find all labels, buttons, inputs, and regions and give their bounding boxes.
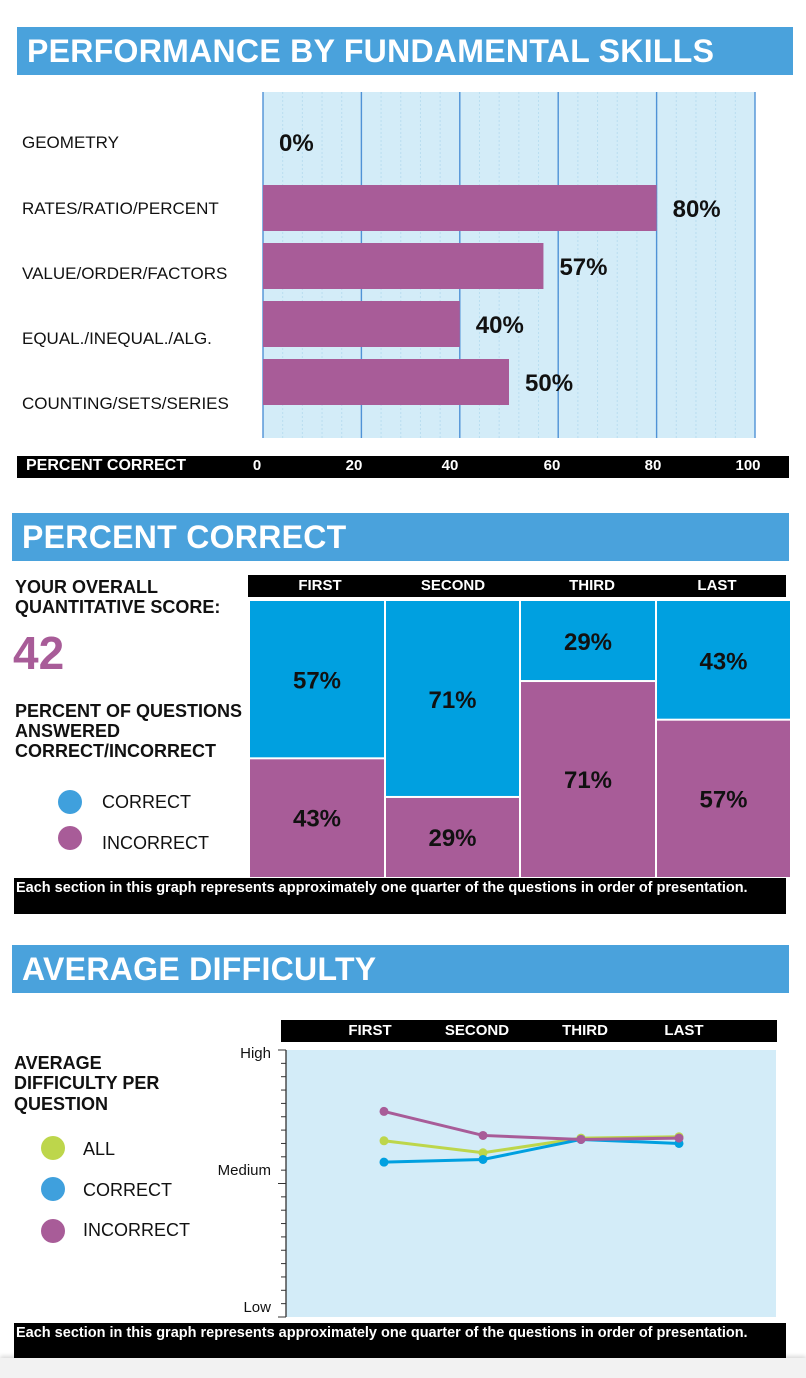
skills-axis-tick: 60 <box>543 457 561 474</box>
correct-value-label: 71% <box>428 687 476 714</box>
difficulty-point-all <box>478 1148 488 1158</box>
percent-column-header: THIRD <box>569 577 615 594</box>
correct-segment <box>657 601 790 719</box>
skill-bar <box>263 359 509 405</box>
skills-title: PERFORMANCE BY FUNDAMENTAL SKILLS <box>27 32 715 69</box>
skill-value-label: 40% <box>476 312 524 339</box>
difficulty-columns-bar <box>281 1020 777 1042</box>
legend-all-label: ALL <box>83 1139 116 1159</box>
difficulty-point-incorrect <box>674 1133 684 1143</box>
percent-column-header: FIRST <box>298 577 342 594</box>
difficulty-column-header: SECOND <box>444 1022 510 1039</box>
legend-correct-dot <box>58 790 82 814</box>
correct-value-label: 57% <box>293 668 341 695</box>
incorrect-value-label: 43% <box>293 806 341 833</box>
skill-category-label: COUNTING/SETS/SERIES <box>22 394 229 413</box>
difficulty-point-incorrect <box>576 1134 586 1144</box>
difficulty-point-all <box>379 1136 389 1146</box>
skill-category-label: RATES/RATIO/PERCENT <box>22 199 219 218</box>
skills-axis-bar <box>17 456 789 478</box>
skill-category-label: EQUAL./INEQUAL./ALG. <box>22 329 212 348</box>
skill-value-label: 80% <box>673 196 721 223</box>
legend-all-dot <box>41 1136 65 1160</box>
legend-diff-correct-label: CORRECT <box>83 1180 172 1200</box>
difficulty-point-correct <box>478 1154 488 1164</box>
correct-segment <box>521 601 655 681</box>
skill-value-label: 0% <box>279 130 314 157</box>
skill-bar <box>263 301 460 347</box>
skills-chart: 0% 80% 57% 40% 50% <box>262 92 756 438</box>
difficulty-y-tick-label: Low <box>243 1299 271 1316</box>
score-label-line1: YOUR OVERALL <box>15 577 159 597</box>
difficulty-column-header: FIRST <box>348 1022 392 1039</box>
difficulty-y-tick-label: High <box>240 1045 271 1062</box>
difficulty-column-header: THIRD <box>562 1022 608 1039</box>
percent-title: PERCENT CORRECT <box>22 518 347 555</box>
incorrect-segment <box>250 759 384 877</box>
legend-correct-label: CORRECT <box>102 792 191 812</box>
difficulty-title: AVERAGE DIFFICULTY <box>22 950 377 987</box>
page-footer-strip <box>0 1358 806 1378</box>
legend-diff-incorrect-dot <box>41 1219 65 1243</box>
skill-bar <box>263 243 544 289</box>
skills-axis-tick: 20 <box>345 457 363 474</box>
incorrect-segment <box>386 797 519 877</box>
correct-segment <box>250 601 384 758</box>
score-label-line2: QUANTITATIVE SCORE: <box>15 597 221 617</box>
difficulty-point-correct <box>379 1157 389 1167</box>
difficulty-point-incorrect <box>379 1106 389 1116</box>
difficulty-desc-line3: QUESTION <box>14 1094 109 1114</box>
difficulty-desc-line1: AVERAGE <box>14 1053 102 1073</box>
percent-desc-line3: CORRECT/INCORRECT <box>15 741 216 761</box>
skill-bar <box>263 185 657 231</box>
skills-axis-tick: 0 <box>252 457 262 474</box>
difficulty-desc-line2: DIFFICULTY PER <box>14 1073 160 1093</box>
percent-chart: 57% 43% 71% 29% 29% 71% 43% 57% <box>250 601 790 877</box>
legend-incorrect-dot <box>58 826 82 850</box>
incorrect-value-label: 57% <box>699 786 747 813</box>
percent-note: Each section in this graph represents ap… <box>14 878 786 914</box>
skill-value-label: 50% <box>525 370 573 397</box>
correct-value-label: 43% <box>699 648 747 675</box>
incorrect-segment <box>657 720 790 877</box>
percent-desc-line1: PERCENT OF QUESTIONS <box>15 701 243 721</box>
skills-header: PERFORMANCE BY FUNDAMENTAL SKILLS <box>17 27 793 75</box>
incorrect-value-label: 29% <box>428 825 476 852</box>
legend-diff-correct-dot <box>41 1177 65 1201</box>
skills-axis-tick: 100 <box>735 457 761 474</box>
difficulty-line-correct <box>383 1137 680 1164</box>
skill-category-label: VALUE/ORDER/FACTORS <box>22 264 228 283</box>
incorrect-segment <box>521 682 655 877</box>
difficulty-column-header: LAST <box>664 1022 704 1039</box>
overall-score: 42 <box>13 627 65 679</box>
correct-value-label: 29% <box>564 629 612 656</box>
legend-incorrect-label: INCORRECT <box>102 833 209 853</box>
skills-axis-title: PERCENT CORRECT <box>26 457 187 474</box>
skill-category-label: GEOMETRY <box>22 133 119 152</box>
difficulty-plot-area <box>286 1050 776 1317</box>
difficulty-point-incorrect <box>478 1130 488 1140</box>
percent-column-header: LAST <box>697 577 737 594</box>
percent-header: PERCENT CORRECT <box>12 513 789 561</box>
incorrect-value-label: 71% <box>564 767 612 794</box>
skills-axis-tick: 80 <box>644 457 662 474</box>
percent-desc-line2: ANSWERED <box>15 721 121 741</box>
percent-column-header: SECOND <box>420 577 486 594</box>
legend-diff-incorrect-label: INCORRECT <box>83 1220 190 1240</box>
skill-value-label: 57% <box>559 254 607 281</box>
difficulty-y-tick-label: Medium <box>218 1162 271 1179</box>
difficulty-line-incorrect <box>383 1109 680 1141</box>
skills-axis-tick: 40 <box>441 457 459 474</box>
correct-segment <box>386 601 519 796</box>
percent-columns-bar <box>248 575 786 597</box>
difficulty-note: Each section in this graph represents ap… <box>14 1323 786 1359</box>
difficulty-header: AVERAGE DIFFICULTY <box>12 945 789 993</box>
